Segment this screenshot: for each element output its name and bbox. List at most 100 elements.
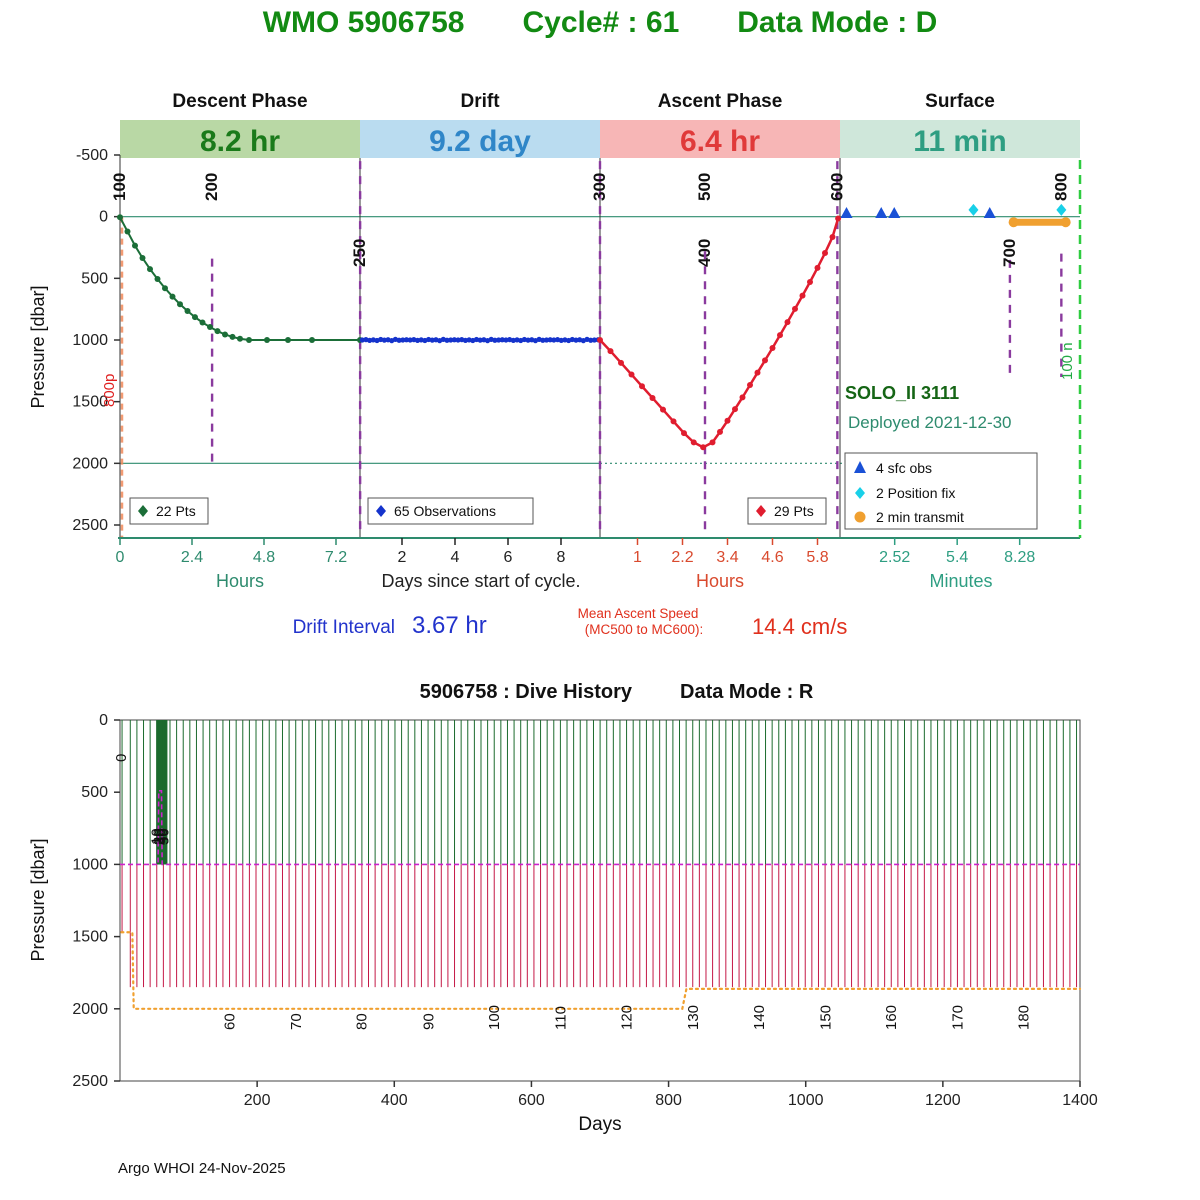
phase-label-ascent: Ascent Phase — [658, 91, 783, 112]
ascent-point — [690, 439, 697, 446]
ascent-point — [807, 279, 813, 286]
ascent-point — [762, 357, 768, 364]
descent-legend: 22 Pts — [129, 497, 209, 525]
ascent-point — [777, 332, 783, 339]
cycle-number-label: 10 — [149, 828, 166, 845]
x-tick-label: 5.8 — [806, 549, 828, 566]
ascent-band — [600, 120, 840, 158]
drift-duration: 9.2 day — [429, 125, 531, 158]
descent-point — [169, 293, 176, 300]
drift-point — [591, 337, 598, 343]
ascent-legend-marker-icon — [756, 505, 766, 517]
ascent-legend: 29 Pts — [747, 497, 827, 525]
descent-point — [132, 242, 138, 249]
y-tick-label: 0 — [99, 209, 108, 226]
x-tick-label: 1000 — [788, 1092, 824, 1109]
cycle-number-label: 120 — [618, 1005, 635, 1030]
ascent-point — [829, 234, 836, 241]
float-id-label: SOLO_II 3111 — [845, 383, 959, 403]
x-tick-label: 1 — [633, 549, 642, 566]
ascent-speed-value: 14.4 cm/s — [752, 614, 847, 639]
sfc-obs-marker — [983, 206, 996, 218]
y-tick-label: 500 — [81, 784, 108, 801]
drift-band — [360, 120, 600, 158]
ascent-point — [709, 439, 716, 446]
sfc-obs-marker — [888, 206, 901, 218]
ascent-point — [814, 264, 821, 271]
x-tick-label: 2.52 — [879, 549, 910, 566]
descent-point — [184, 308, 191, 315]
sfc-obs-marker — [840, 206, 853, 218]
drift-point — [444, 337, 450, 343]
cycle-number-label: 70 — [288, 1013, 305, 1030]
drift-point — [396, 337, 402, 343]
cycle-number-label: 100 — [486, 1005, 503, 1030]
sfc-obs-legend-icon — [854, 461, 866, 473]
descent-legend-label: 22 Pts — [156, 503, 196, 519]
page-title: WMO 5906758 Cycle# : 61 Data Mode : D — [0, 6, 1200, 40]
descent-point — [237, 335, 243, 342]
ascent-point — [597, 336, 603, 343]
cycle-number-label: 20 — [150, 828, 167, 845]
transmit-legend-icon — [854, 511, 866, 523]
x-tick-label: 8.28 — [1004, 549, 1035, 566]
ascent-point — [717, 428, 723, 435]
ascent-curve — [599, 218, 840, 449]
phase-label-descent: Descent Phase — [172, 91, 307, 112]
message-counter-label: 600 — [827, 173, 846, 201]
drift-point — [499, 337, 505, 343]
drift-point — [492, 337, 498, 343]
profile-depth-line — [120, 931, 1082, 1010]
y-tick-label: 1500 — [72, 394, 108, 411]
cycle-number-label: 60 — [221, 1013, 238, 1030]
dive-history-data-mode: Data Mode : R — [680, 681, 814, 703]
sfc-obs-legend-label: 4 sfc obs — [876, 460, 932, 476]
y-tick-label: 2500 — [72, 1073, 108, 1090]
x-tick-label: 3.4 — [716, 549, 738, 566]
y-tick-label: 2000 — [72, 1001, 108, 1018]
y-tick-label: 2000 — [72, 455, 108, 472]
message-counter-label: 800 — [1051, 173, 1070, 201]
cycle-number-label: 50 — [156, 828, 173, 845]
x-tick-label: 4.6 — [761, 549, 783, 566]
position-fix-marker — [968, 203, 979, 216]
cycle-number-label: 150 — [817, 1005, 834, 1030]
dive-history-chart: 5906758 : Dive History Data Mode : R 200… — [28, 681, 1098, 1135]
x-tick-label: 1400 — [1062, 1092, 1098, 1109]
ascent-point — [732, 406, 738, 413]
y-axis-label: Pressure [dbar] — [28, 838, 48, 961]
y-tick-label: 1000 — [72, 332, 108, 349]
x-tick-label: 2.2 — [671, 549, 693, 566]
ascent-point — [670, 418, 677, 425]
descent-curve — [119, 216, 360, 341]
message-counter-label: 200 — [202, 173, 221, 201]
drift-point — [540, 337, 546, 343]
cycle-number-label: 140 — [751, 1005, 768, 1030]
descent-point — [214, 328, 221, 335]
cycle-number-label: 160 — [883, 1005, 900, 1030]
footer-credit: Argo WHOI 24-Nov-2025 — [118, 1160, 286, 1177]
x-tick-label: 8 — [557, 549, 566, 566]
drift-legend: 65 Observations — [367, 497, 534, 525]
message-counter-label: 100 — [110, 173, 129, 201]
y-tick-label: -500 — [76, 147, 108, 164]
ascent-point — [607, 348, 614, 355]
ascent-speed-label-1: Mean Ascent Speed — [578, 606, 699, 621]
message-counter-label: 250 — [350, 239, 369, 267]
descent-legend-marker-icon — [138, 505, 148, 517]
descent-point — [162, 285, 168, 292]
cycle-number-label: 180 — [1015, 1005, 1032, 1030]
ascent-point — [628, 371, 635, 378]
drift-point — [496, 337, 502, 343]
right-edge-annotation: 100 n — [1059, 342, 1076, 380]
ascent-point — [822, 250, 828, 257]
drift-point — [588, 337, 594, 343]
x-tick-label: 6 — [504, 549, 513, 566]
cycle-number-label: 30 — [152, 828, 169, 845]
title-mode: Data Mode : D — [737, 6, 938, 39]
x-tick-label: 4 — [451, 549, 460, 566]
x-tick-label: 800 — [655, 1092, 682, 1109]
title-cycle: Cycle# : 61 — [522, 6, 680, 39]
message-counter-label: 700 — [1000, 239, 1019, 267]
descent-point — [222, 331, 228, 338]
